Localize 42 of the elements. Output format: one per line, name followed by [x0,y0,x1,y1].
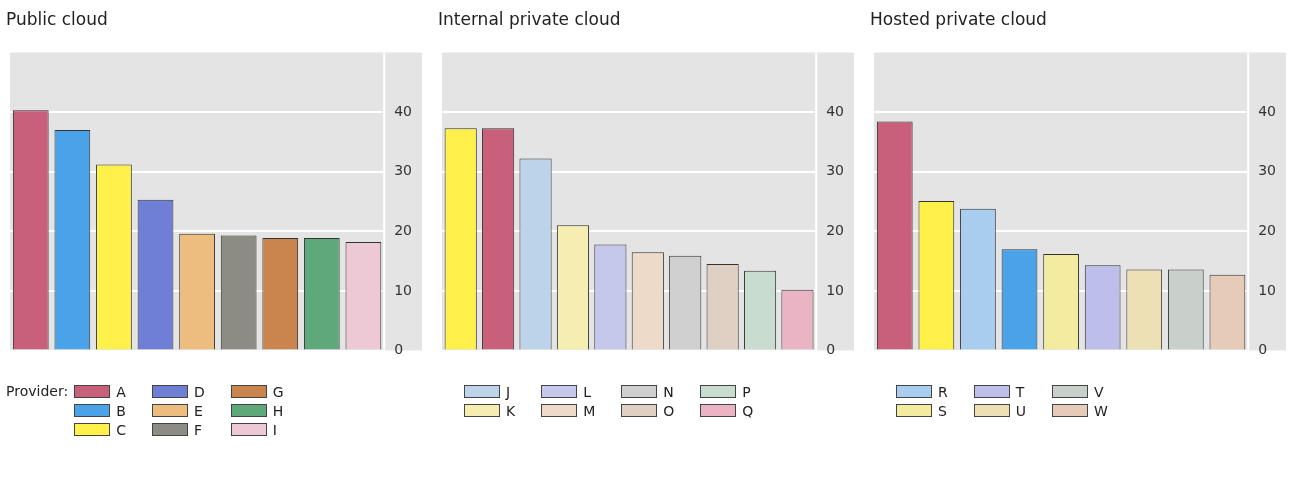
legend-label: N [663,383,674,400]
legend-label: V [1093,383,1104,400]
legend-label: B [116,402,126,419]
legend-label: C [116,421,126,438]
legend-label: I [272,421,277,438]
y-tick-label: 0 [826,341,836,358]
legend-label: R [938,383,948,400]
y-tick-label: 20 [826,221,845,238]
y-tick-label: 40 [1258,102,1277,119]
y-tick-label: 30 [826,162,845,179]
chart-title: Internal private cloud [438,8,622,31]
y-tick-label: 30 [394,162,413,179]
legend-title: Provider: [6,383,69,399]
legend-label: W [1093,402,1108,419]
y-tick-label: 10 [394,281,413,298]
legend-label: H [272,402,284,419]
legend-label: M [583,402,596,419]
y-tick-label: 20 [1258,221,1277,238]
legend-label: A [116,383,126,400]
legend-label: P [742,383,751,400]
legend-label: G [272,383,284,400]
chart-title: Hosted private cloud [870,8,1048,31]
legend-label: F [193,421,202,438]
y-tick-label: 40 [826,102,845,119]
legend-label: Q [742,402,754,419]
legend-label: D [193,383,205,400]
legend-label: U [1015,402,1026,419]
y-tick-label: 10 [826,281,845,298]
legend-label: K [506,402,516,419]
y-tick-label: 0 [1258,341,1268,358]
legend-label: S [938,402,947,419]
legend-label: J [506,383,511,400]
y-tick-label: 30 [1258,162,1277,179]
y-tick-label: 10 [1258,281,1277,298]
y-tick-label: 40 [394,102,413,119]
legend-label: E [193,402,203,419]
chart-title: Public cloud [6,8,109,31]
y-tick-label: 0 [394,341,404,358]
legend-label: O [663,402,675,419]
legend-label: T [1015,383,1025,400]
y-tick-label: 20 [394,221,413,238]
legend-label: L [583,383,591,400]
